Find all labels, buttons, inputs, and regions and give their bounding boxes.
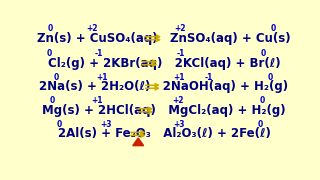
Text: 0: 0 xyxy=(268,73,273,82)
Text: Zn(s) + CuSO₄(aq)   ZnSO₄(aq) + Cu(s): Zn(s) + CuSO₄(aq) ZnSO₄(aq) + Cu(s) xyxy=(37,32,291,45)
Text: +1: +1 xyxy=(174,73,185,82)
Text: Cl₂(g) + 2KBr(aq)   2KCl(aq) + Br(ℓ): Cl₂(g) + 2KBr(aq) 2KCl(aq) + Br(ℓ) xyxy=(48,57,280,70)
Text: +2: +2 xyxy=(86,24,98,33)
Text: 0: 0 xyxy=(258,120,263,129)
Text: 2Na(s) + 2H₂O(ℓ)   2NaOH(aq) + H₂(g): 2Na(s) + 2H₂O(ℓ) 2NaOH(aq) + H₂(g) xyxy=(39,80,289,93)
Text: 0: 0 xyxy=(260,49,266,58)
Text: Mg(s) + 2HCl(aq)   MgCl₂(aq) + H₂(g): Mg(s) + 2HCl(aq) MgCl₂(aq) + H₂(g) xyxy=(42,104,286,117)
Text: 0: 0 xyxy=(270,24,276,33)
Text: -1: -1 xyxy=(176,49,185,58)
Text: +2: +2 xyxy=(174,24,186,33)
Text: 0: 0 xyxy=(259,96,265,105)
Text: +1: +1 xyxy=(96,73,107,82)
Text: 0: 0 xyxy=(53,73,59,82)
Polygon shape xyxy=(133,138,144,146)
Text: 0: 0 xyxy=(50,96,55,105)
Text: -1: -1 xyxy=(95,49,103,58)
Text: +3: +3 xyxy=(101,120,112,129)
Text: +1: +1 xyxy=(91,96,102,105)
Text: 0: 0 xyxy=(47,24,52,33)
Text: 2Al(s) + Fe₂O₃   Al₂O₃(ℓ) + 2Fe(ℓ): 2Al(s) + Fe₂O₃ Al₂O₃(ℓ) + 2Fe(ℓ) xyxy=(58,127,270,140)
Text: 0: 0 xyxy=(57,120,62,129)
Text: -1: -1 xyxy=(204,73,213,82)
Text: +3: +3 xyxy=(173,120,185,129)
Text: 0: 0 xyxy=(47,49,52,58)
Text: +2: +2 xyxy=(172,96,184,105)
